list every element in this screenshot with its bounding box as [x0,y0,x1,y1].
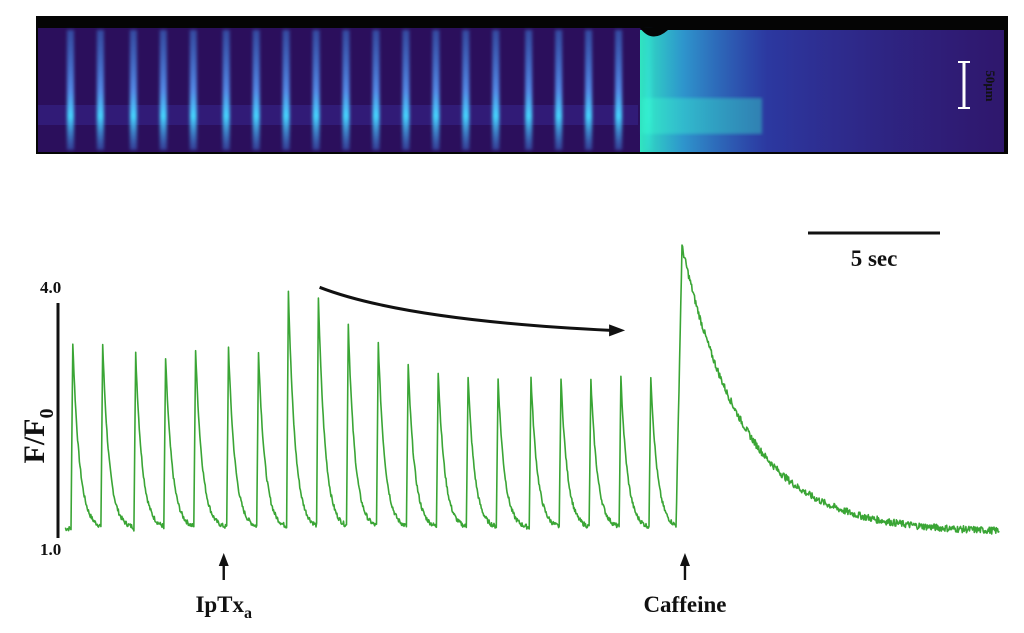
linescan-stripe [312,30,320,150]
space-scale-bar: 50μm [958,61,998,109]
trend-arrow [319,285,626,337]
linescan-inner-band [38,105,638,125]
linescan-stripe [585,30,593,150]
fluorescence-trace [64,244,1000,535]
linescan-image: 50μm [36,16,1008,154]
y-axis-min-label: 1.0 [40,540,61,559]
annotation-caffeine: Caffeine [643,553,726,617]
trend-arrow-curve [319,285,612,332]
linescan-stripe [342,30,350,150]
linescan-stripe [96,30,104,150]
time-scale-bar: 5 sec [808,231,940,271]
y-axis-title-main: F/F [18,419,51,464]
iptx-arrow-head [218,553,229,566]
linescan-stripe [432,30,440,150]
linescan-stripe [282,30,290,150]
linescan-stripe [462,30,470,150]
y-axis-max-label: 4.0 [40,278,61,297]
y-axis: 4.0 1.0 F/F0 [18,278,61,559]
time-scale-bar-label: 5 sec [851,246,898,271]
linescan-stripe [615,30,623,150]
caffeine-label-main: Caffeine [643,592,726,617]
linescan-stripe [129,30,137,150]
linescan-stripe [67,30,74,150]
trend-arrow-head [609,324,626,337]
linescan-stripe [555,30,563,150]
linescan-top-notch [640,28,1004,37]
linescan-stripe [189,30,197,150]
linescan-stripe [492,30,500,150]
linescan-caffeine-hot-band [642,98,762,134]
y-axis-title: F/F0 [18,409,58,464]
space-scale-bar-label: 50μm [983,70,998,101]
annotation-iptx: IpTxa [195,553,252,622]
linescan-stripe [159,30,167,150]
iptx-label: IpTxa [195,592,252,622]
linescan-stripe [252,30,260,150]
caffeine-label: Caffeine [643,592,726,617]
iptx-label-sub: a [244,605,252,622]
iptx-label-main: IpTx [195,592,244,617]
linescan-stripe [222,30,230,150]
caffeine-arrow-head [679,553,690,566]
linescan-stripe [525,30,533,150]
linescan-stripe [402,30,410,150]
linescan-stripe [372,30,380,150]
y-axis-title-sub: 0 [36,409,58,419]
